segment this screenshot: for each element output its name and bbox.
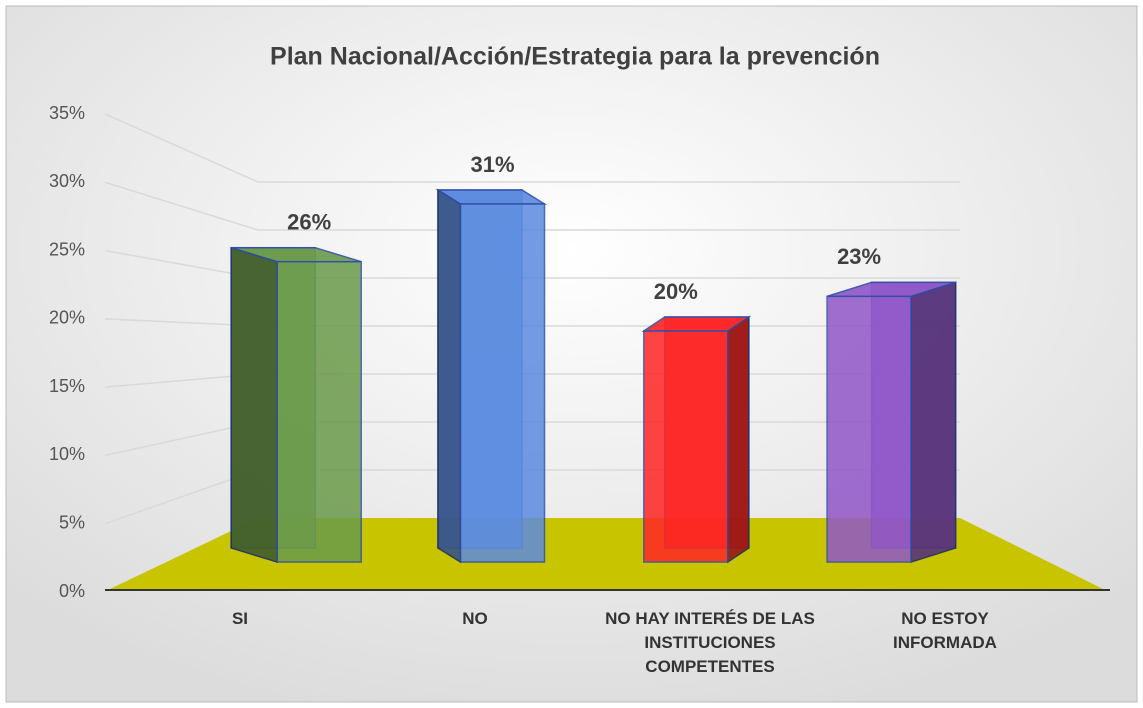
chart-title: Plan Nacional/Acción/Estrategia para la … xyxy=(270,43,880,71)
bar-side xyxy=(437,188,462,564)
bar-side xyxy=(727,315,750,564)
value-label: 31% xyxy=(470,152,514,177)
bar-side xyxy=(910,281,957,564)
x-tick-label: NO xyxy=(462,609,488,628)
grid-line xyxy=(104,113,960,183)
x-tick-label: SI xyxy=(231,609,249,628)
bar-side xyxy=(230,246,278,564)
y-tick-label: 20% xyxy=(49,308,85,328)
x-tick-label: NO ESTOY INFORMADA xyxy=(893,609,997,652)
y-tick-label: 25% xyxy=(49,239,85,259)
bar xyxy=(435,188,548,564)
bar-front xyxy=(643,330,729,563)
grid-line xyxy=(104,181,960,231)
y-tick-label: 5% xyxy=(59,512,85,532)
bar xyxy=(641,315,752,564)
bar xyxy=(826,281,957,564)
y-tick-label: 10% xyxy=(49,444,85,464)
bar-front xyxy=(276,260,362,563)
value-label: 20% xyxy=(654,279,698,304)
bar-front xyxy=(459,203,546,563)
y-tick-label: 30% xyxy=(49,171,85,191)
y-tick-label: 0% xyxy=(59,581,85,601)
chart-frame xyxy=(5,5,1138,703)
bar xyxy=(230,246,362,564)
value-label: 23% xyxy=(837,244,881,269)
value-label: 26% xyxy=(287,210,331,235)
y-tick-label: 15% xyxy=(49,376,85,396)
x-tick-label: NO HAY INTERÉS DE LAS INSTITUCIONES COMP… xyxy=(605,609,815,676)
y-tick-label: 35% xyxy=(49,103,85,123)
bar-front xyxy=(826,295,912,563)
